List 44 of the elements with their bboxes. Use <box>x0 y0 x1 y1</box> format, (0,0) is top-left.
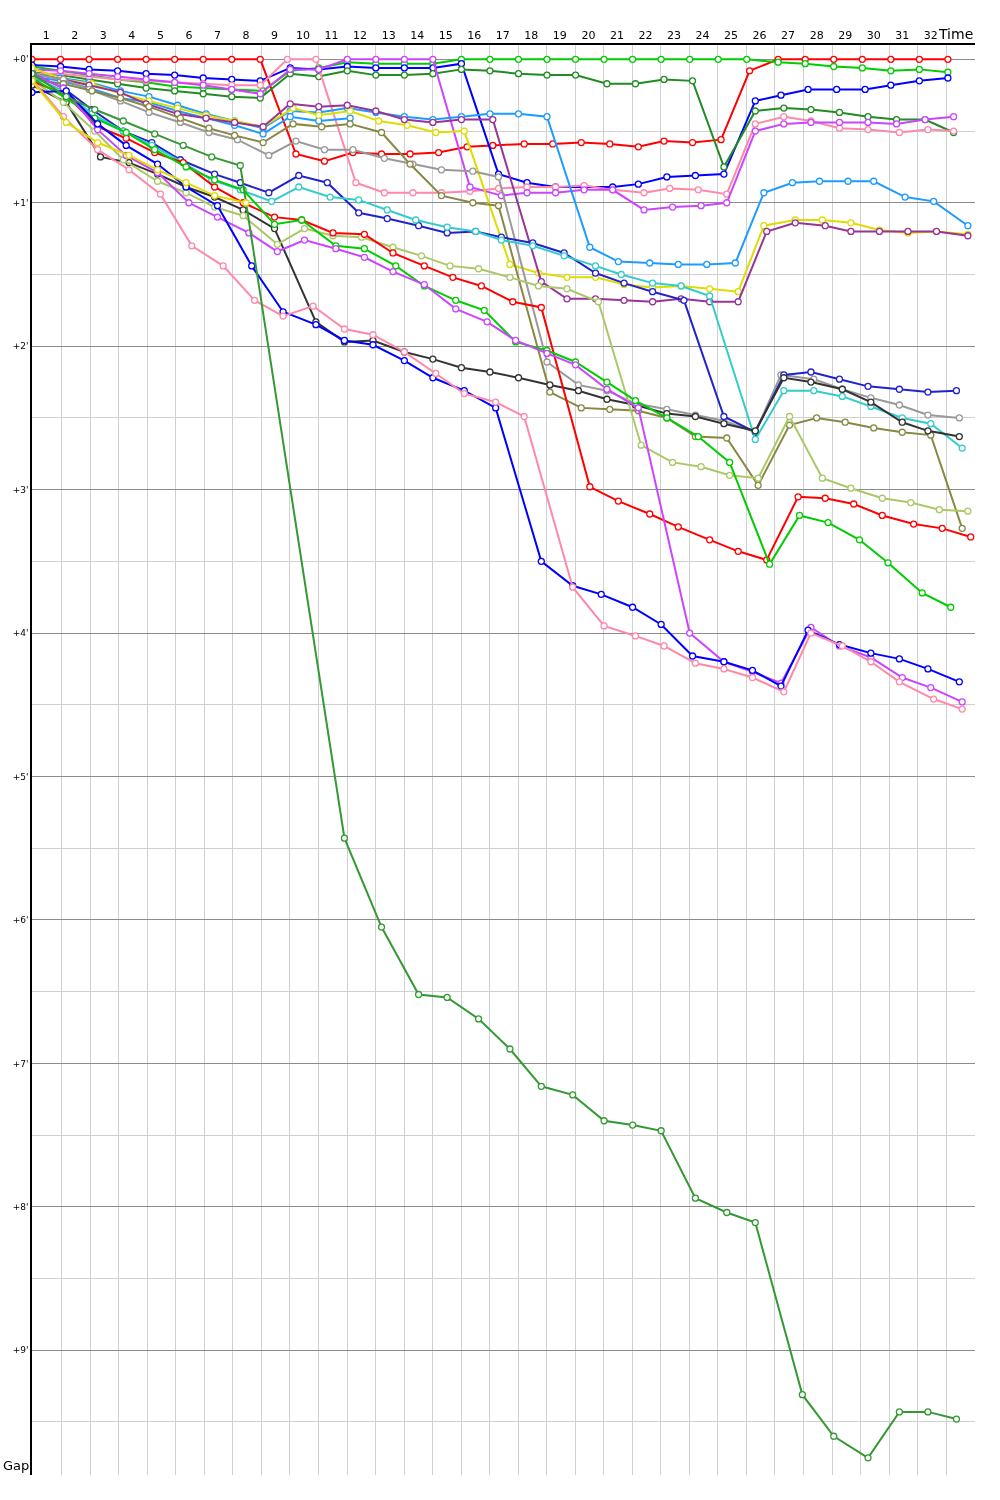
x-tick-label: 19 <box>552 28 567 42</box>
x-tick-label: 11 <box>324 28 339 42</box>
x-tick-label: 15 <box>438 28 453 42</box>
y-tick-label: +3' <box>12 484 29 495</box>
x-tick-label: 12 <box>353 28 368 42</box>
x-tick-label: 16 <box>467 28 482 42</box>
y-tick-label: +2' <box>12 341 29 352</box>
x-tick-label: 6 <box>185 28 193 42</box>
x-tick-label: 21 <box>609 28 624 42</box>
x-tick-label: 8 <box>242 28 250 42</box>
x-tick-label: 23 <box>666 28 681 42</box>
x-tick-label: 4 <box>128 28 136 42</box>
y-tick-label: +7' <box>12 1058 29 1069</box>
y-tick-label: +8' <box>12 1201 29 1212</box>
x-tick-label: 2 <box>71 28 79 42</box>
x-tick-label: 3 <box>99 28 107 42</box>
x-tick-label: 28 <box>809 28 824 42</box>
x-tick-label: 22 <box>638 28 653 42</box>
x-tick-label: 18 <box>524 28 539 42</box>
x-tick-label: 29 <box>838 28 853 42</box>
y-tick-label: +9' <box>12 1345 29 1356</box>
x-tick-label: 7 <box>213 28 221 42</box>
x-tick-label: 13 <box>381 28 396 42</box>
x-tick-label: 20 <box>581 28 596 42</box>
x-tick-label: 5 <box>156 28 164 42</box>
x-tick-label: 30 <box>866 28 881 42</box>
y-axis-title: Gap <box>3 1458 30 1473</box>
x-tick-label: 9 <box>271 28 279 42</box>
x-axis-title: Time <box>938 26 974 42</box>
y-tick-label: +4' <box>12 628 29 639</box>
y-tick-label: +0' <box>12 54 29 65</box>
x-tick-label: 14 <box>410 28 425 42</box>
y-tick-label: +5' <box>12 771 29 782</box>
x-tick-label: 17 <box>495 28 510 42</box>
x-tick-label: 10 <box>296 28 311 42</box>
y-tick-label: +1' <box>12 197 29 208</box>
y-tick-label: +6' <box>12 915 29 926</box>
x-tick-label: 1 <box>42 28 50 42</box>
x-tick-label: 27 <box>781 28 796 42</box>
x-tick-label: 25 <box>724 28 739 42</box>
x-tick-label: 24 <box>695 28 710 42</box>
x-tick-label: 32 <box>923 28 938 42</box>
x-tick-label: 31 <box>895 28 910 42</box>
x-tick-label: 26 <box>752 28 767 42</box>
